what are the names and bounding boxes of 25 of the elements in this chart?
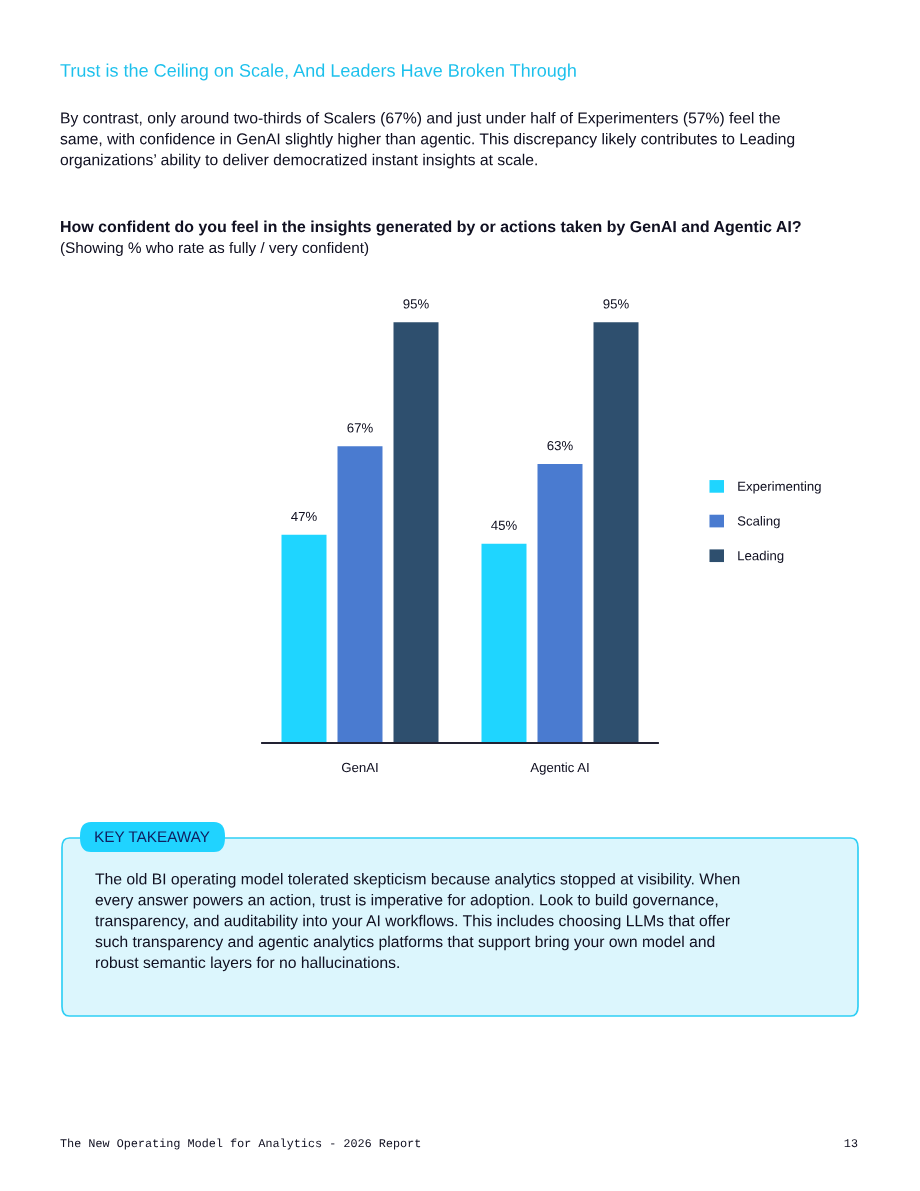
legend-label: Experimenting bbox=[738, 481, 821, 494]
bar bbox=[481, 543, 527, 743]
legend-label: Leading bbox=[738, 550, 784, 563]
bar bbox=[537, 464, 583, 743]
data-label: 45% bbox=[491, 520, 517, 530]
data-label: 63% bbox=[547, 440, 573, 451]
chart-title: How confident do you feel in the insights generated by or actions taken by GenAI and Agentic AI? bbox=[61, 220, 801, 236]
text: 13 bbox=[844, 1139, 858, 1148]
text: The New Operating Model for Analytics - 2026 Report bbox=[60, 1138, 421, 1150]
data-label: 95% bbox=[603, 299, 629, 309]
text: Trust is the Ceiling on Scale, And Leaders Have Broken Through bbox=[60, 63, 576, 81]
data-label: 95% bbox=[403, 299, 429, 309]
x-tick-label: GenAI bbox=[341, 762, 378, 773]
chart-subtitle: (Showing % who rate as fully / very confident) bbox=[60, 241, 369, 257]
bar bbox=[393, 322, 439, 743]
text: The old BI operating model tolerated skepticism because analytics stopped at visibility. When every answer powers an action, trust is imperative for adoption. Look to build governance, transparency, and auditability into your AI workflows. This includes choosing LLMs that offer such transparency and agentic analytics platforms that support bring your own model and robust semantic layers for no hallucinations. bbox=[95, 873, 740, 972]
bar bbox=[593, 322, 639, 743]
data-label: 67% bbox=[347, 423, 373, 433]
legend-label: Scaling bbox=[737, 515, 780, 529]
bar bbox=[337, 446, 383, 743]
text: KEY TAKEAWAY bbox=[95, 831, 210, 842]
data-label: 47% bbox=[291, 511, 317, 522]
bar bbox=[281, 534, 327, 743]
x-tick-label: Agentic AI bbox=[530, 762, 589, 775]
text: By contrast, only around two-thirds of Scalers (67%) and just under half of Experimenters (57%) feel the same, with confidence in GenAI slightly higher than agentic. This discrepancy likely contributes to Leading organizations’ ability to deliver democratized instant insights at scale. bbox=[60, 112, 795, 169]
